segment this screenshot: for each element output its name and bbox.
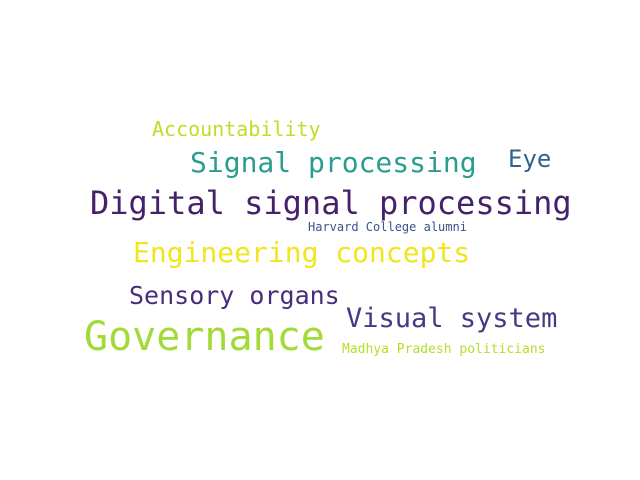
word-visual-system: Visual system [346, 303, 558, 334]
word-signal-processing: Signal processing [190, 146, 477, 179]
word-digital-signal-processing: Digital signal processing [90, 184, 572, 222]
word-engineering-concepts: Engineering concepts [133, 236, 471, 269]
word-accountability: Accountability [152, 117, 321, 141]
word-harvard-college-alumni: Harvard College alumni [308, 220, 467, 234]
word-sensory-organs: Sensory organs [129, 281, 340, 310]
word-madhya-pradesh-politicians: Madhya Pradesh politicians [342, 342, 546, 357]
word-eye: Eye [508, 145, 552, 173]
word-governance: Governance [84, 314, 325, 360]
